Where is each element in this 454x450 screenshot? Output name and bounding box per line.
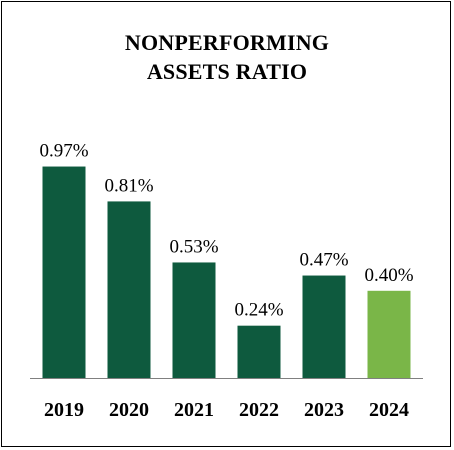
chart-title-line-2: ASSETS RATIO (146, 59, 308, 84)
bar-2023 (302, 275, 346, 378)
bars-group (42, 166, 411, 378)
value-labels-group: 0.97% 0.81% 0.53% 0.24% 0.47% 0.40% (39, 141, 413, 321)
x-tick-label-2023: 2023 (304, 399, 344, 421)
value-label-2023: 0.47% (299, 250, 348, 271)
chart-title: NONPERFORMING ASSETS RATIO (0, 28, 454, 86)
value-label-2020: 0.81% (104, 175, 153, 196)
bar-2020 (107, 201, 151, 378)
bar-2019 (42, 166, 86, 378)
value-label-2022: 0.24% (234, 300, 283, 321)
value-label-2021: 0.53% (169, 236, 218, 257)
x-tick-label-2024: 2024 (369, 399, 409, 421)
x-tick-labels-group: 2019 2020 2021 2022 2023 2024 (44, 399, 409, 421)
value-label-2024: 0.40% (364, 265, 413, 286)
bar-2024 (367, 290, 411, 378)
value-label-2019: 0.97% (39, 141, 88, 162)
x-tick-label-2020: 2020 (109, 399, 149, 421)
bar-2022 (237, 325, 281, 378)
x-tick-label-2021: 2021 (174, 399, 214, 421)
x-tick-label-2019: 2019 (44, 399, 84, 421)
chart-title-line-1: NONPERFORMING (124, 30, 330, 55)
x-tick-label-2022: 2022 (239, 399, 279, 421)
bar-2021 (172, 262, 216, 378)
